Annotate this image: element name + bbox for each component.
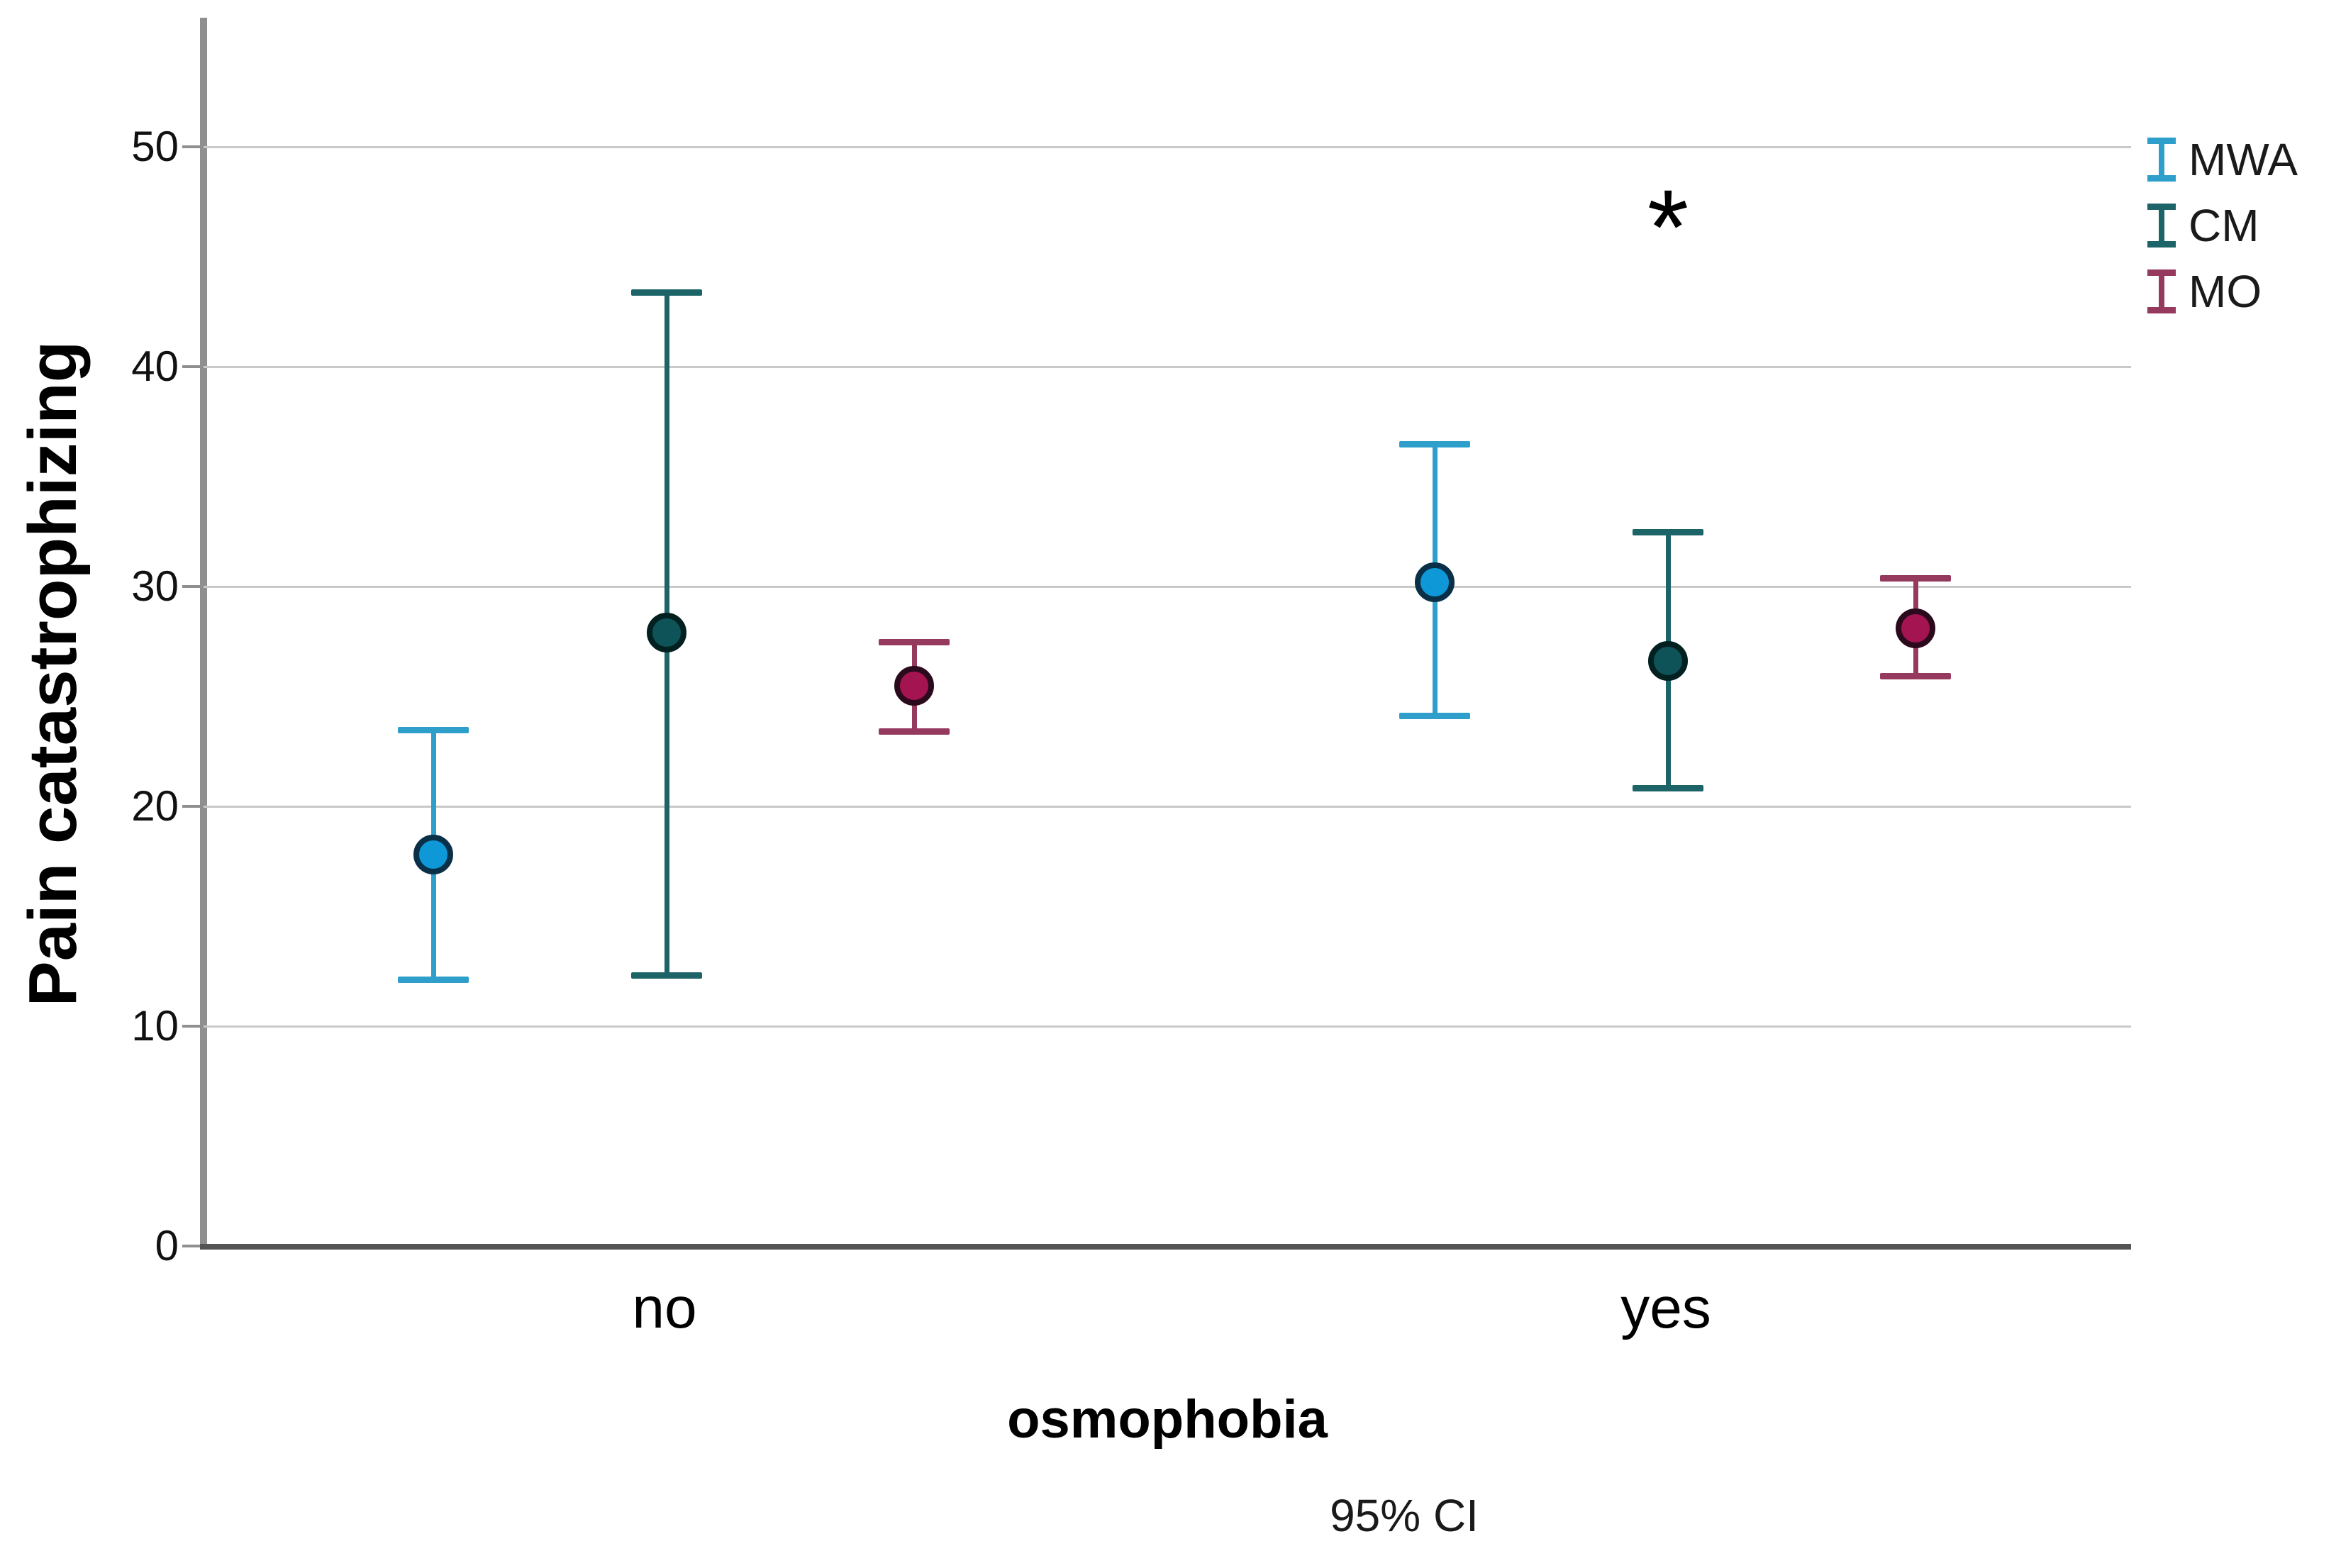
error-bar-cap-bottom-MO-yes [1880,673,1951,680]
legend-label-MWA: MWA [2189,133,2298,185]
y-axis-line [200,18,207,1249]
gridline-y-50 [204,145,2131,148]
legend-glyph-line [2159,137,2164,182]
y-tick-label: 40 [131,343,179,390]
legend-item-MO: MO [2147,258,2298,324]
plot-area: * [182,18,2131,1250]
error-bar-cap-bottom-MWA-no [398,976,469,983]
y-axis-tick-40 [182,365,200,368]
legend-item-CM: CM [2147,192,2298,258]
error-bar-cap-bottom-MWA-yes [1399,712,1470,719]
y-axis-tick-50 [182,145,200,148]
y-tick-label: 50 [131,123,179,170]
y-tick-label: 0 [155,1222,179,1269]
legend-item-MWA: MWA [2147,126,2298,192]
x-category-label-yes: yes [1620,1276,1711,1340]
legend-glyph-cap-bottom [2147,240,2176,248]
legend-glyph-cap-bottom [2147,306,2176,313]
error-bar-glyph-icon [2147,203,2176,248]
gridline-y-40 [204,365,2131,368]
error-bar-cap-bottom-CM-no [631,972,702,979]
x-category-label-no: no [632,1276,697,1340]
gridline-y-30 [204,585,2131,588]
error-bar-glyph-icon [2147,269,2176,313]
mean-dot-MWA-no [413,835,453,875]
y-tick-label: 10 [131,1002,179,1050]
legend-glyph-line [2159,269,2164,313]
legend-label-MO: MO [2189,265,2262,317]
error-bar-cap-top-CM-no [631,289,702,296]
gridline-y-20 [204,805,2131,808]
y-tick-label: 30 [131,562,179,610]
error-bar-cap-top-MWA-yes [1399,440,1470,447]
gridline-y-10 [204,1025,2131,1028]
legend-glyph-cap-top [2147,269,2176,276]
significance-asterisk: * [1647,167,1689,287]
legend-glyph-cap-top [2147,137,2176,144]
error-bar-cap-top-MO-no [879,638,950,645]
legend-glyph-cap-top [2147,203,2176,210]
error-bar-cap-bottom-CM-yes [1633,785,1703,792]
ci-caption: 95% CI [1330,1490,1479,1541]
error-bar-glyph-icon [2147,137,2176,182]
y-tick-label: 20 [131,782,179,830]
mean-dot-MWA-yes [1415,562,1455,602]
legend: MWA CM MO [2147,126,2298,324]
mean-dot-CM-no [647,613,686,653]
y-axis-tick-30 [182,585,200,588]
mean-dot-MO-yes [1896,608,1935,648]
legend-label-CM: CM [2189,199,2259,251]
y-axis-tick-0 [182,1245,200,1247]
error-bar-cap-top-CM-yes [1633,528,1703,535]
error-bar-cap-top-MWA-no [398,726,469,733]
y-axis-tick-20 [182,805,200,808]
y-axis-tick-10 [182,1025,200,1028]
error-bar-cap-bottom-MO-no [879,728,950,735]
error-bar-cap-top-MO-yes [1880,574,1951,582]
mean-dot-CM-yes [1648,641,1688,682]
legend-glyph-cap-bottom [2147,174,2176,182]
legend-glyph-line [2159,203,2164,248]
x-axis-line [200,1244,2131,1250]
y-axis-title: Pain catastrophizing [15,340,91,1007]
x-axis-title: osmophobia [1007,1389,1328,1450]
mean-dot-MO-no [894,665,934,706]
